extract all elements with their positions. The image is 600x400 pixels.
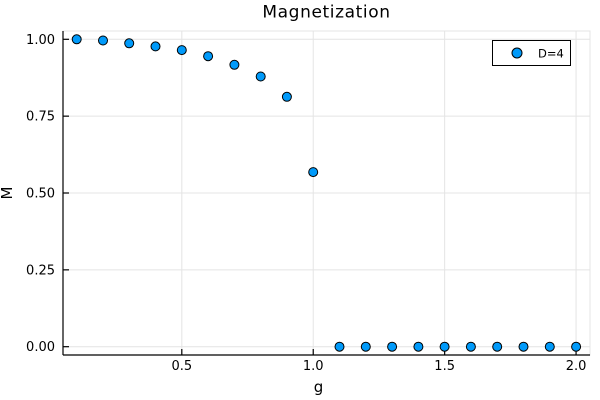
data-point — [229, 59, 240, 70]
y-tick-label: 1.00 — [26, 33, 55, 48]
x-tick-label: 0.5 — [171, 359, 192, 374]
data-point — [308, 167, 319, 178]
data-point — [492, 341, 503, 352]
data-point — [518, 341, 529, 352]
data-point — [98, 35, 108, 46]
data-point — [465, 341, 476, 352]
gridlines — [63, 31, 590, 355]
data-point — [334, 341, 345, 352]
y-axis-label: M — [0, 187, 16, 200]
data-point — [150, 41, 161, 52]
legend: D=4 — [492, 40, 571, 66]
data-point — [571, 341, 582, 352]
x-tick-label: 1.5 — [434, 359, 455, 374]
data-point — [176, 45, 187, 56]
data-point — [439, 341, 450, 352]
x-axis-label: g — [314, 378, 324, 396]
data-point — [124, 38, 135, 49]
legend-label: D=4 — [538, 47, 564, 61]
data-point — [413, 341, 424, 352]
y-axis: 0.00 0.25 0.50 0.75 1.00 — [26, 33, 69, 355]
x-tick-label: 1.0 — [303, 359, 324, 374]
chart-title: Magnetization — [262, 3, 390, 23]
data-point — [544, 341, 555, 352]
data-point — [255, 71, 266, 82]
y-tick-label: 0.25 — [26, 263, 55, 278]
series-points — [71, 34, 582, 352]
y-tick-label: 0.50 — [26, 187, 55, 202]
data-point — [387, 341, 398, 352]
data-point — [281, 91, 292, 102]
legend-marker-icon — [511, 47, 523, 59]
legend-box — [492, 40, 571, 66]
x-axis: 0.5 1.0 1.5 2.0 — [171, 349, 586, 374]
y-tick-label: 0.75 — [26, 110, 55, 125]
data-point — [71, 34, 82, 45]
x-tick-label: 2.0 — [566, 359, 587, 374]
y-tick-label: 0.00 — [26, 340, 55, 355]
data-point — [360, 341, 371, 352]
data-point — [203, 51, 214, 62]
